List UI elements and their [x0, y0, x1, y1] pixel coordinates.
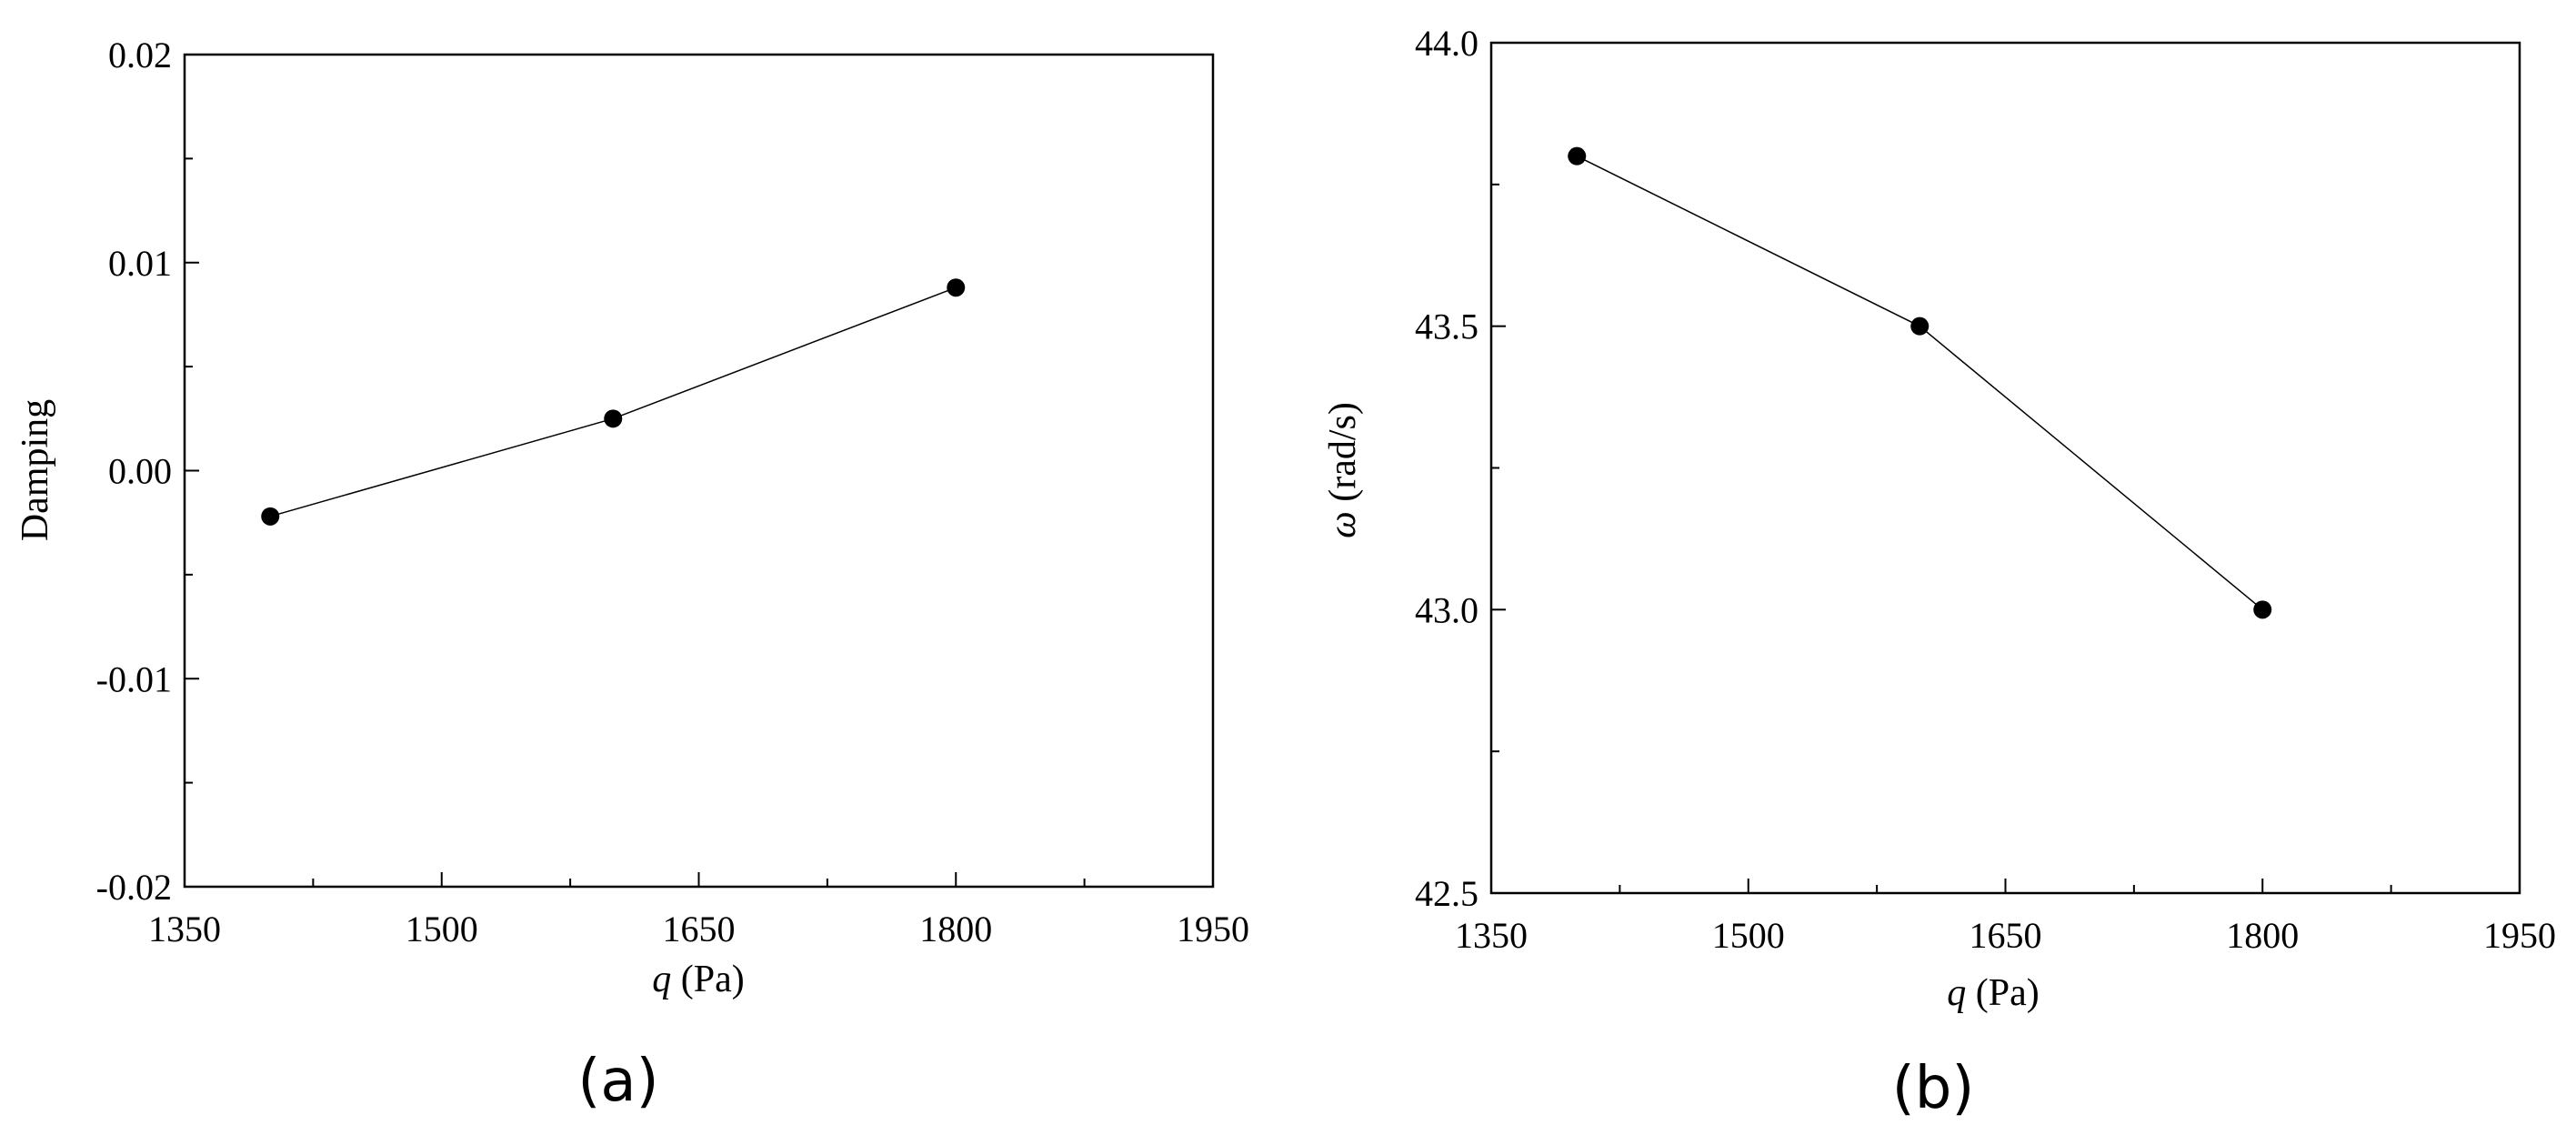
y-tick-label-a: 0.01	[108, 243, 172, 284]
x-tick-label-a: 1350	[148, 909, 221, 949]
data-point-b	[2253, 600, 2272, 619]
series-line-a	[270, 286, 957, 517]
x-tick-label-a: 1500	[406, 909, 478, 949]
series-group-b	[1568, 146, 2272, 619]
x-tick-label-b: 1650	[1970, 915, 2042, 956]
data-point-a	[261, 507, 280, 526]
data-point-b	[1568, 146, 1587, 166]
x-tick-label-b: 1800	[2226, 915, 2299, 956]
panel-label-a: (a)	[577, 1048, 658, 1115]
tick-group-b: 1350 1500 1650 1800 1950 42.5 43.0 43.5 44.0	[1415, 23, 2556, 956]
x-tick-label-b: 1950	[2483, 915, 2556, 956]
y-tick-label-b: 44.0	[1415, 23, 1478, 64]
x-tick-label-a: 1800	[919, 909, 992, 949]
y-tick-label-a: 0.02	[108, 35, 172, 75]
panel-label-b: (b)	[1892, 1055, 1975, 1122]
series-group-a	[261, 278, 966, 526]
data-point-a	[604, 409, 623, 428]
y-tick-label-a: -0.01	[96, 658, 172, 699]
y-tick-label-b: 43.0	[1415, 589, 1478, 630]
x-tick-label-b: 1500	[1712, 915, 1785, 956]
x-tick-label-a: 1650	[663, 909, 736, 949]
y-axis-label-b: ω (rad/s)	[1322, 402, 1364, 538]
plot-frame-a	[183, 53, 1215, 889]
chart-panel-b: 1350 1500 1650 1800 1950 42.5 43.0 43.5 44.0 q (…	[1322, 23, 2556, 1122]
data-point-a	[947, 278, 966, 297]
y-tick-label-b: 42.5	[1415, 873, 1478, 914]
series-line-b	[1576, 155, 2263, 610]
chart-panel-a: 1350 1500 1650 1800 1950 -0.02 -0.01 0.00 0.01 0.…	[15, 35, 1249, 1115]
y-tick-label-a: -0.02	[96, 867, 172, 908]
y-tick-label-a: 0.00	[108, 451, 172, 492]
y-tick-label-b: 43.5	[1415, 306, 1478, 347]
x-axis-label-b: q (Pa)	[1947, 972, 2039, 1014]
y-axis-label-a: Damping	[15, 399, 56, 541]
tick-group-a: 1350 1500 1650 1800 1950 -0.02 -0.01 0.00 0.01 0.…	[96, 35, 1249, 949]
x-axis-label-a: q (Pa)	[652, 959, 744, 1000]
data-point-b	[1910, 316, 1929, 336]
x-tick-label-b: 1350	[1455, 915, 1528, 956]
plot-frame-b	[1489, 41, 2521, 895]
x-tick-label-a: 1950	[1177, 909, 1249, 949]
